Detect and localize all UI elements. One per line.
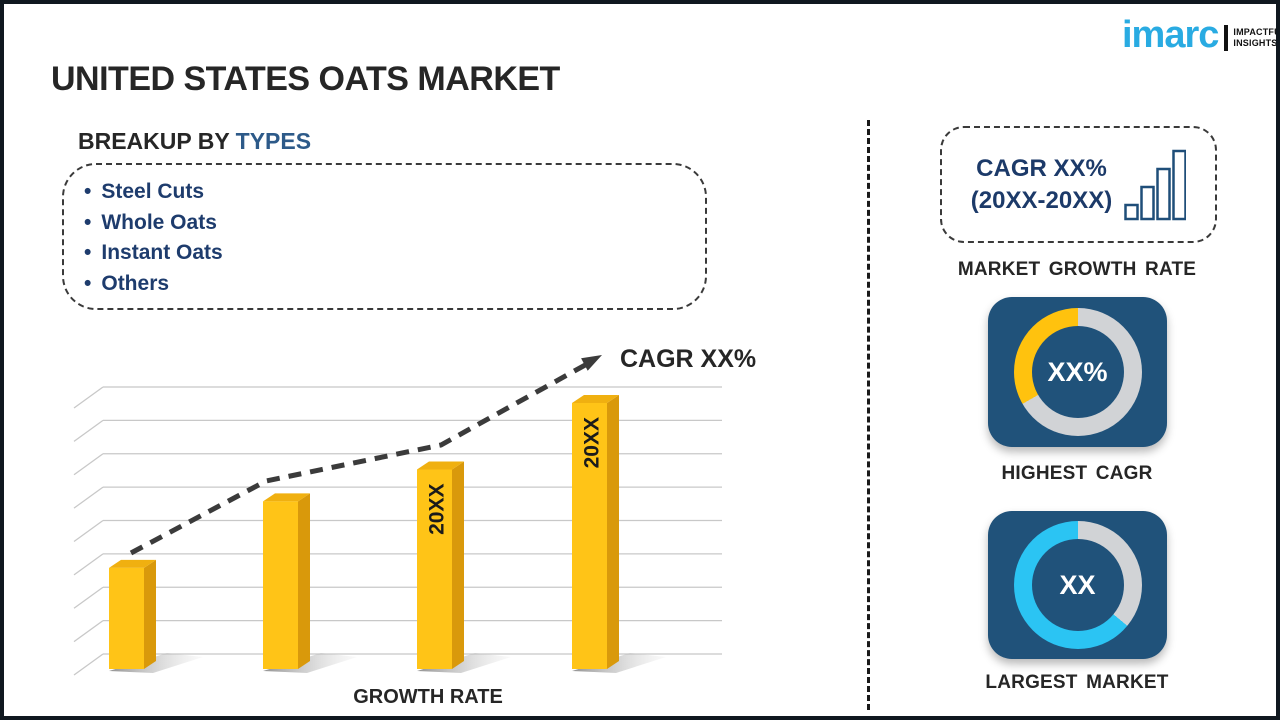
svg-text:20XX: 20XX bbox=[426, 484, 449, 535]
list-item: Instant Oats bbox=[84, 238, 705, 269]
market-growth-rate-box: CAGR XX% (20XX-20XX) bbox=[940, 126, 1217, 243]
breakup-heading: BREAKUP BY TYPES bbox=[78, 128, 312, 154]
svg-text:GROWTH RATE: GROWTH RATE bbox=[353, 686, 503, 708]
imarc-brand-text: imarc bbox=[1122, 14, 1219, 56]
types-box: Steel Cuts Whole Oats Instant Oats Other… bbox=[62, 163, 707, 310]
highest-cagr-donut: XX% bbox=[1013, 308, 1142, 436]
market-growth-rate-caption: MARKET GROWTH RATE bbox=[957, 259, 1197, 280]
types-list: Steel Cuts Whole Oats Instant Oats Other… bbox=[64, 165, 705, 299]
list-item: Whole Oats bbox=[84, 208, 705, 239]
highest-cagr-value: XX% bbox=[1047, 356, 1108, 387]
breakup-heading-highlight: TYPES bbox=[235, 128, 312, 154]
logo-tagline: IMPACTFUL INSIGHTS bbox=[1233, 27, 1278, 48]
svg-text:CAGR XX%: CAGR XX% bbox=[620, 345, 756, 373]
largest-market-tile: XX bbox=[988, 511, 1167, 659]
list-item: Others bbox=[84, 269, 705, 300]
svg-text:20XX: 20XX bbox=[581, 417, 604, 468]
largest-market-value: XX bbox=[1059, 569, 1096, 600]
largest-market-donut: XX bbox=[1013, 521, 1142, 649]
highest-cagr-tile: XX% bbox=[988, 297, 1167, 447]
bar-chart-icon bbox=[1124, 149, 1187, 220]
highest-cagr-caption: HIGHEST CAGR bbox=[1001, 463, 1153, 484]
cagr-range-text: CAGR XX% (20XX-20XX) bbox=[970, 155, 1113, 214]
logo-divider-bar bbox=[1224, 25, 1229, 51]
list-item: Steel Cuts bbox=[84, 177, 705, 208]
largest-market-caption: LARGEST MARKET bbox=[985, 672, 1169, 693]
page-title: UNITED STATES OATS MARKET bbox=[51, 60, 560, 98]
section-divider bbox=[867, 120, 870, 710]
imarc-logo: imarc IMPACTFUL INSIGHTS bbox=[1122, 14, 1278, 56]
